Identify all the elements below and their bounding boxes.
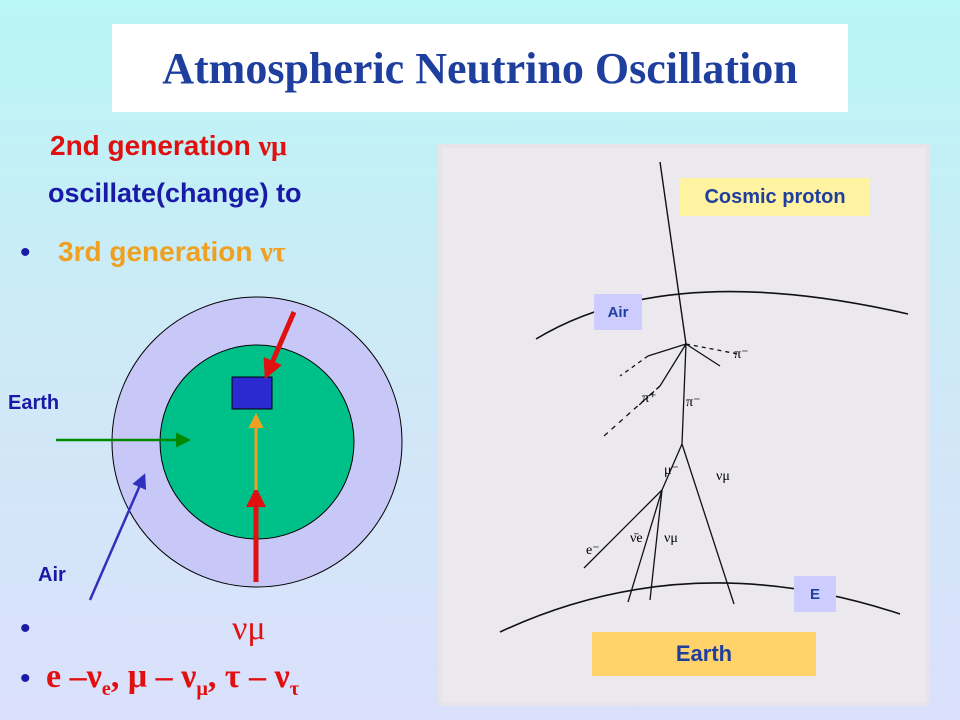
- e-minus-track: [583, 489, 663, 569]
- detector-box: [231, 376, 273, 410]
- pi-minus-track: [681, 343, 687, 445]
- lepton-tau-sub: τ: [289, 677, 300, 700]
- e-box-label: E: [794, 576, 836, 612]
- bullet-1-dot: •: [20, 236, 31, 269]
- text-line-2-label: oscillate(change) to: [48, 178, 302, 208]
- red-arrow-top: [263, 311, 297, 380]
- e-minus-label: e⁻: [586, 543, 600, 558]
- mu-minus-label: μ⁻: [664, 463, 679, 478]
- bullet-2: νμ: [232, 610, 266, 648]
- lepton-e-sub: e: [101, 677, 111, 700]
- nu-e-bar-label: ν̄e: [630, 531, 643, 546]
- nu-tau-symbol: ντ: [260, 237, 286, 268]
- pi-minus-label-a: π⁻: [686, 395, 700, 410]
- air-label: Air: [38, 564, 66, 586]
- lepton-tau: , τ – ν: [207, 658, 290, 695]
- nu-mu-track-a: [681, 443, 735, 605]
- lepton-mu-sub: μ: [196, 677, 208, 700]
- bullet-2-symbol: νμ: [232, 610, 266, 647]
- blue-arrow: [88, 473, 147, 601]
- mu-minus-track: [661, 443, 683, 491]
- page-title: Atmospheric Neutrino Oscillation: [162, 43, 798, 93]
- text-line-2: oscillate(change) to: [48, 178, 302, 209]
- bullet-2-dot: •: [20, 612, 31, 645]
- nu-mu-symbol: νμ: [258, 131, 287, 162]
- pi-minus-label-b: π⁻: [734, 347, 748, 362]
- bullet-3: e –νe, μ – νμ, τ – ντ: [46, 658, 299, 701]
- text-line-1-label: 2nd generation: [50, 130, 259, 161]
- bullet-3-dot: •: [20, 662, 31, 695]
- bullet-1-label: 3rd generation: [58, 236, 261, 267]
- nu-mu-label-b: νμ: [664, 531, 678, 546]
- air-box-label: Air: [594, 294, 642, 330]
- earth-box-label: Earth: [592, 632, 816, 676]
- shower-diagram-panel: π⁺ π⁻ π⁻ μ⁻ νμ νμ ν̄e e⁻ Cosmic proton A…: [438, 144, 930, 706]
- cosmic-proton-label: Cosmic proton: [680, 178, 870, 216]
- nu-e-bar-track: [627, 489, 663, 603]
- nu-mu-label-a: νμ: [716, 469, 730, 484]
- proton-track: [659, 161, 687, 345]
- pi-plus-label: π⁺: [642, 391, 656, 406]
- earth-diagram: [56, 296, 403, 601]
- nu-mu-track-b: [649, 489, 663, 601]
- bullet-1: 3rd generation ντ: [58, 236, 286, 269]
- air-boundary-arc: [535, 290, 909, 340]
- earth-label: Earth: [8, 392, 60, 414]
- text-line-1: 2nd generation νμ: [50, 130, 287, 163]
- earth-surface-arc: [499, 582, 901, 633]
- pi-plus-track: [659, 343, 687, 387]
- lepton-e: e –ν: [46, 658, 102, 695]
- shower-diagram: π⁺ π⁻ π⁻ μ⁻ νμ νμ ν̄e e⁻: [438, 144, 930, 706]
- lepton-mu: , μ – ν: [110, 658, 197, 695]
- title-box: Atmospheric Neutrino Oscillation: [112, 24, 848, 112]
